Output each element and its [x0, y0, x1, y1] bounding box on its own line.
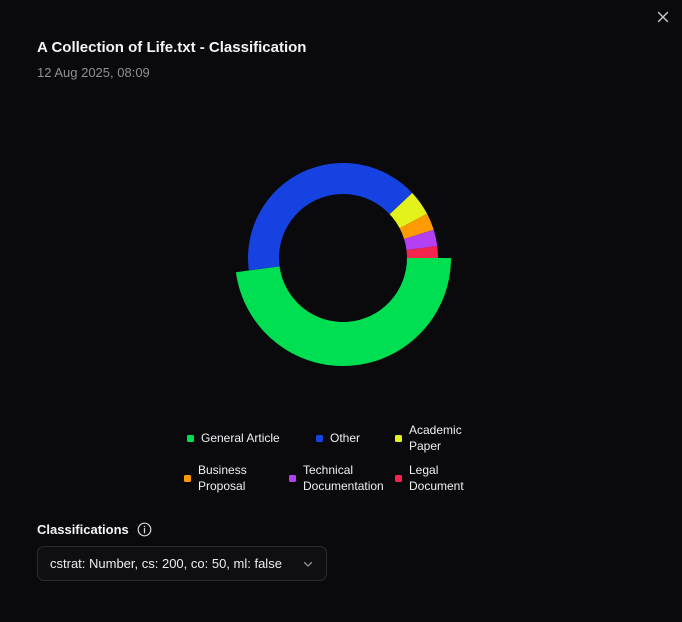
dialog-timestamp: 12 Aug 2025, 08:09 — [37, 65, 150, 80]
classifications-label: Classifications — [37, 522, 129, 537]
legend-swatch — [289, 474, 296, 482]
donut-slice-other[interactable] — [247, 162, 413, 271]
legend-item-legal-document: Legal Document — [395, 462, 471, 494]
legend-item-general-article: General Article — [187, 430, 291, 446]
legend-item-other: Other — [316, 430, 390, 446]
legend-label: General Article — [201, 431, 280, 445]
legend-swatch — [187, 434, 194, 442]
info-icon[interactable] — [137, 522, 152, 537]
donut-slice-business-proposal[interactable] — [399, 213, 434, 239]
dialog-title: A Collection of Life.txt - Classificatio… — [37, 39, 307, 56]
donut-slice-academic-paper[interactable] — [389, 192, 428, 229]
legend-swatch — [316, 434, 323, 442]
donut-slice-general-article[interactable] — [235, 258, 451, 366]
chart-legend: General Article Other Academic Paper Bus… — [183, 422, 483, 496]
classification-select[interactable]: cstrat: Number, cs: 200, co: 50, ml: fal… — [37, 546, 327, 581]
legend-swatch — [395, 474, 402, 482]
donut-slice-technical-documentation[interactable] — [404, 229, 438, 250]
classification-donut-chart — [235, 162, 451, 366]
legend-label: Business Proposal — [198, 463, 247, 493]
close-button[interactable] — [654, 8, 672, 26]
legend-label: Legal Document — [409, 463, 464, 493]
legend-swatch — [184, 474, 191, 482]
close-icon — [657, 11, 669, 23]
legend-label: Academic Paper — [409, 423, 462, 453]
legend-item-academic-paper: Academic Paper — [395, 422, 471, 454]
donut-slice-legal-document[interactable] — [406, 246, 438, 258]
chevron-down-icon — [302, 558, 314, 570]
classifications-heading: Classifications — [37, 522, 152, 537]
legend-item-technical-documentation: Technical Documentation — [289, 462, 393, 494]
legend-item-business-proposal: Business Proposal — [184, 462, 260, 494]
legend-swatch — [395, 434, 402, 442]
classification-select-value: cstrat: Number, cs: 200, co: 50, ml: fal… — [50, 556, 282, 571]
legend-label: Other — [330, 431, 361, 445]
legend-label: Technical Documentation — [303, 463, 384, 493]
